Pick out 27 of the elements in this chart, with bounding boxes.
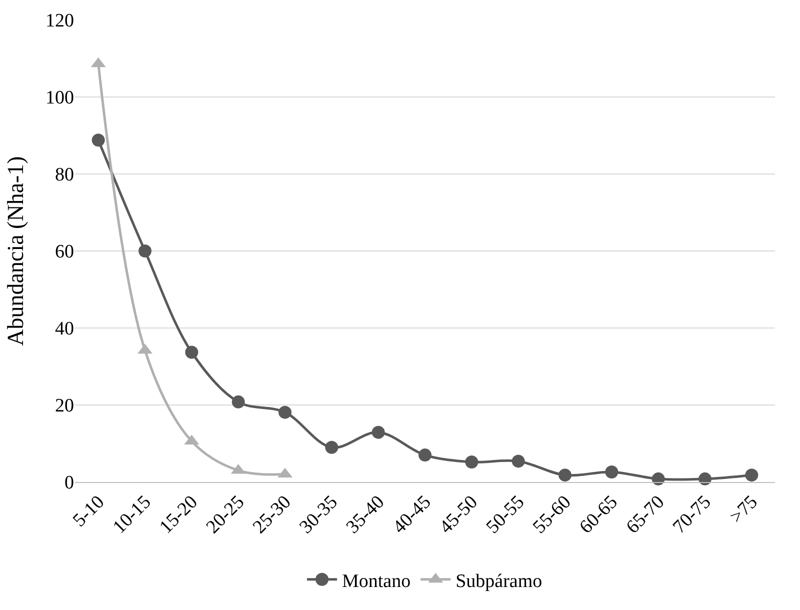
- y-tick-label: 20: [55, 396, 74, 417]
- y-axis-title: Abundancia (Nha-1): [2, 156, 28, 346]
- point: [372, 426, 385, 439]
- y-tick-label: 120: [46, 10, 74, 32]
- point: [418, 448, 432, 462]
- y-tick-label: 100: [46, 88, 74, 109]
- point: [558, 468, 572, 482]
- point: [512, 454, 525, 468]
- x-tick-label: 5-10: [69, 492, 109, 532]
- y-tick-label: 80: [55, 164, 74, 186]
- point: [605, 465, 618, 478]
- legend-label: Subpáramo: [456, 570, 542, 592]
- point: [232, 395, 245, 408]
- point: [745, 468, 758, 482]
- x-tick-label: >75: [726, 492, 762, 528]
- point: [278, 406, 292, 419]
- point: [92, 134, 105, 147]
- y-tick-label: 40: [55, 318, 74, 340]
- point: [185, 346, 198, 359]
- y-tick-label: 0: [64, 472, 74, 494]
- point: [465, 455, 478, 468]
- point: [652, 472, 665, 486]
- legend-label: Montano: [342, 570, 411, 592]
- point: [325, 440, 338, 454]
- point: [138, 244, 152, 258]
- point: [698, 472, 712, 486]
- y-tick-label: 60: [55, 242, 74, 263]
